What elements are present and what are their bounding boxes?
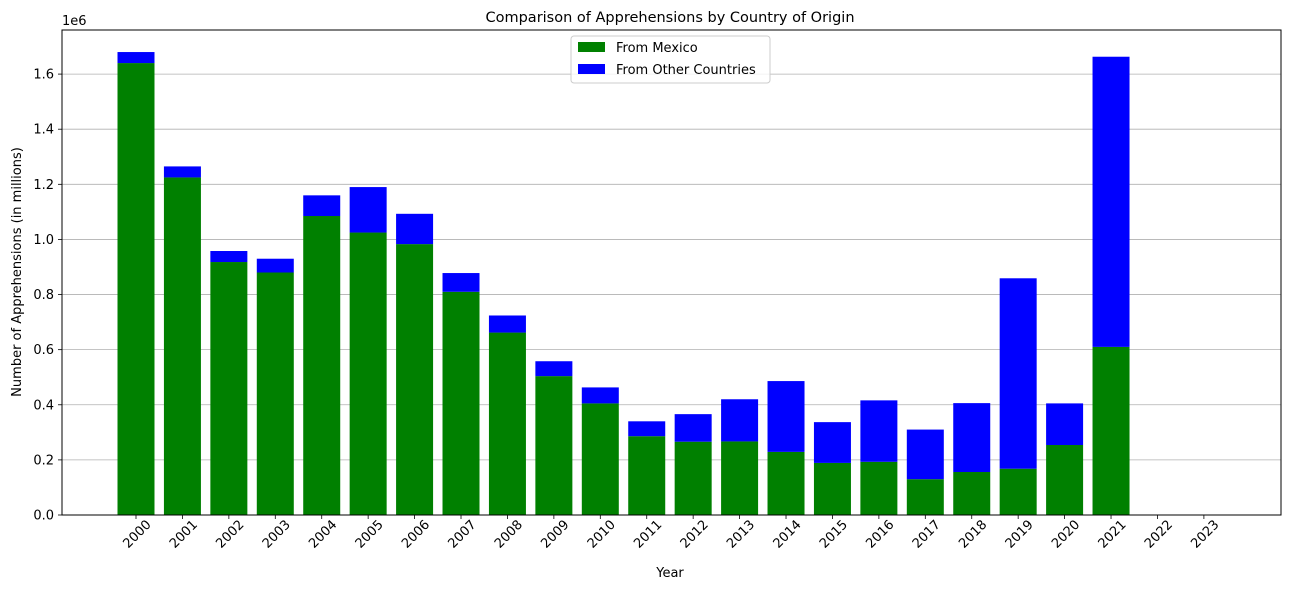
y-tick-label: 1.2 — [33, 178, 54, 193]
bar-other-countries — [906, 429, 944, 480]
x-tick-label: 2000 — [121, 518, 155, 552]
bar-other-countries — [535, 361, 573, 377]
x-tick-label: 2015 — [817, 518, 851, 552]
y-tick-label: 0.0 — [33, 509, 54, 524]
bar-other-countries — [210, 251, 248, 263]
bar-other-countries — [581, 387, 619, 404]
bar-other-countries — [117, 52, 155, 64]
bar-other-countries — [163, 166, 201, 178]
bar-mexico — [210, 262, 248, 515]
y-axis-offset-label: 1e6 — [62, 14, 87, 29]
bar-mexico — [953, 472, 991, 515]
bar-other-countries — [442, 273, 480, 292]
y-tick-label: 0.6 — [33, 343, 54, 358]
legend-box — [570, 35, 771, 84]
x-tick-label: 2022 — [1142, 518, 1176, 552]
bars — [117, 52, 1130, 516]
plot-area-frame — [61, 29, 1282, 516]
bar-other-countries — [256, 258, 294, 273]
bar-other-countries — [488, 315, 526, 333]
x-tick-label: 2006 — [399, 518, 433, 552]
y-tick-label: 1.0 — [33, 233, 54, 248]
chart-title: Comparison of Apprehensions by Country o… — [485, 10, 854, 26]
x-tick-label: 2021 — [1096, 518, 1130, 552]
x-axis: 2000 2001 2002 2003 2004 2005 2006 2007 2008 2009… — [121, 515, 1222, 552]
x-tick-label: 2011 — [631, 518, 665, 552]
legend-swatch — [578, 42, 605, 52]
x-tick-label: 2014 — [771, 518, 805, 552]
bar-other-countries — [674, 414, 712, 442]
x-tick-label: 2005 — [353, 518, 387, 552]
bar-mexico — [1046, 445, 1084, 515]
x-tick-label: 2008 — [492, 518, 526, 552]
bar-mexico — [488, 332, 526, 515]
x-tick-label: 2002 — [213, 518, 247, 552]
bar-mexico — [628, 436, 666, 515]
x-tick-label: 2012 — [678, 518, 712, 552]
bar-mexico — [163, 177, 201, 516]
bar-mexico — [117, 63, 155, 516]
y-tick-label: 1.4 — [33, 123, 54, 138]
bar-mexico — [860, 461, 898, 515]
bar-mexico — [674, 441, 712, 515]
bar-mexico — [256, 272, 294, 515]
bar-other-countries — [813, 422, 851, 463]
x-tick-label: 2009 — [538, 518, 572, 552]
bar-mexico — [442, 291, 480, 515]
x-tick-label: 2010 — [585, 518, 619, 552]
bar-other-countries — [1092, 56, 1130, 347]
y-axis: 0.0 0.2 0.4 0.6 0.8 1.0 1.2 1.4 1.6 — [33, 68, 62, 524]
legend-label: From Other Countries — [616, 63, 756, 78]
bar-mexico — [396, 244, 434, 516]
bar-other-countries — [628, 421, 666, 437]
y-tick-label: 0.8 — [33, 288, 54, 303]
bar-other-countries — [303, 195, 341, 217]
y-tick-label: 0.4 — [33, 398, 54, 413]
bar-mexico — [1092, 346, 1130, 515]
y-tick-label: 1.6 — [33, 68, 54, 83]
x-tick-label: 2023 — [1188, 518, 1222, 552]
bar-other-countries — [767, 381, 805, 452]
bar-other-countries — [953, 403, 991, 473]
bar-other-countries — [860, 400, 898, 462]
bar-mexico — [721, 441, 759, 515]
bar-other-countries — [721, 399, 759, 442]
x-tick-label: 2019 — [1003, 518, 1037, 552]
bar-mexico — [349, 232, 387, 516]
x-tick-label: 2020 — [1049, 518, 1083, 552]
x-tick-label: 2004 — [306, 518, 340, 552]
bar-other-countries — [999, 278, 1037, 469]
x-tick-label: 2018 — [956, 518, 990, 552]
bar-mexico — [303, 216, 341, 515]
bar-mexico — [906, 479, 944, 515]
x-axis-title: Year — [655, 566, 684, 581]
y-tick-label: 0.2 — [33, 453, 54, 468]
bar-other-countries — [349, 187, 387, 233]
x-tick-label: 2007 — [446, 518, 480, 552]
bar-mexico — [767, 451, 805, 515]
bar-other-countries — [1046, 403, 1084, 446]
y-axis-title: Number of Apprehensions (in millions) — [10, 147, 25, 397]
bar-other-countries — [396, 213, 434, 245]
bar-mexico — [581, 403, 619, 515]
x-tick-label: 2013 — [724, 518, 758, 552]
legend-label: From Mexico — [616, 41, 698, 56]
bar-mexico — [999, 468, 1037, 515]
legend: From Mexico From Other Countries — [570, 35, 771, 84]
x-tick-label: 2017 — [910, 518, 944, 552]
bar-mexico — [813, 462, 851, 515]
legend-swatch — [578, 64, 605, 74]
x-tick-label: 2003 — [260, 518, 294, 552]
x-tick-label: 2016 — [863, 518, 897, 552]
bar-mexico — [535, 376, 573, 515]
x-tick-label: 2001 — [167, 518, 201, 552]
